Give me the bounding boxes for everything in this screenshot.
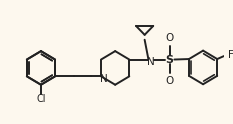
Text: Cl: Cl: [36, 94, 46, 104]
Text: O: O: [165, 76, 174, 86]
Text: N: N: [100, 74, 108, 84]
Text: O: O: [165, 33, 174, 43]
Text: N: N: [147, 57, 155, 66]
Text: S: S: [166, 55, 174, 64]
Text: F: F: [228, 50, 233, 60]
